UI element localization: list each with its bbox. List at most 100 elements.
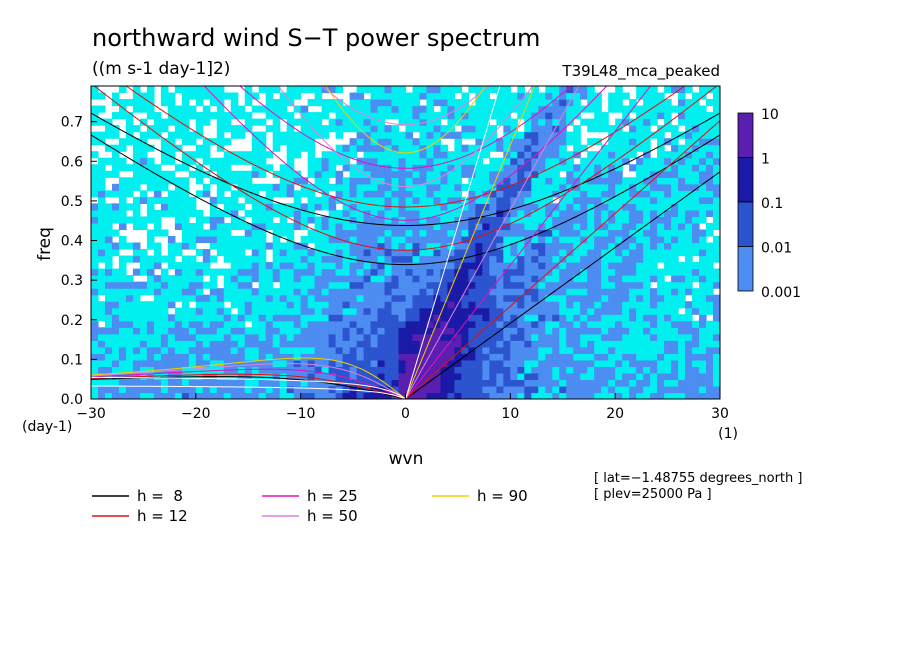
heatmap-cell <box>629 320 637 328</box>
heatmap-cell <box>272 99 281 107</box>
heatmap-cell <box>678 144 686 152</box>
heatmap-cell <box>699 86 707 94</box>
heatmap-cell <box>328 314 337 322</box>
heatmap-cell <box>503 92 511 100</box>
heatmap-cell <box>293 138 302 146</box>
heatmap-cell <box>104 262 113 270</box>
dispersion-h90-rossby <box>91 357 406 399</box>
heatmap-cell <box>230 196 239 204</box>
heatmap-cell <box>237 157 246 165</box>
heatmap-cell <box>349 372 358 381</box>
heatmap-cell <box>482 327 490 335</box>
heatmap-cell <box>293 190 302 198</box>
heatmap-cell <box>377 288 386 296</box>
heatmap-cell <box>244 366 253 374</box>
heatmap-cell <box>615 385 623 394</box>
heatmap-cell <box>524 190 532 198</box>
heatmap-cell <box>181 125 190 133</box>
heatmap-cell <box>314 216 323 224</box>
heatmap-cell <box>657 164 665 172</box>
heatmap-cell <box>475 379 483 387</box>
heatmap-cell <box>216 170 225 178</box>
heatmap-cell <box>552 112 560 120</box>
heatmap-cell <box>650 392 658 399</box>
heatmap-cell <box>622 151 630 159</box>
heatmap-cell <box>713 216 720 224</box>
heatmap-cell <box>517 138 525 146</box>
heatmap-cell <box>244 275 253 283</box>
heatmap-cell <box>314 203 323 211</box>
heatmap-cell <box>503 138 511 146</box>
heatmap-cell <box>321 203 330 211</box>
heatmap-cell <box>706 118 714 126</box>
heatmap-cell <box>643 327 651 335</box>
heatmap-cell <box>685 314 693 322</box>
heatmap-cell <box>482 203 490 211</box>
heatmap-cell <box>174 307 183 315</box>
heatmap-cell <box>230 301 239 309</box>
heatmap-cell <box>405 125 414 133</box>
heatmap-cell <box>265 164 274 172</box>
heatmap-cell <box>419 320 428 328</box>
heatmap-cell <box>566 372 574 381</box>
heatmap-cell <box>699 366 707 374</box>
heatmap-cell <box>370 229 379 237</box>
heatmap-cell <box>111 294 120 302</box>
heatmap-cell <box>307 288 316 296</box>
heatmap-cell <box>258 86 267 94</box>
heatmap-cell <box>601 255 609 263</box>
x-tick-label: −10 <box>286 406 316 422</box>
heatmap-cell <box>545 385 553 394</box>
heatmap-cell <box>286 314 295 322</box>
heatmap-cell <box>615 196 623 204</box>
heatmap-cell <box>160 372 169 381</box>
heatmap-cell <box>454 359 463 367</box>
heatmap-cell <box>671 281 679 289</box>
heatmap-cell <box>433 157 442 165</box>
heatmap-cell <box>307 112 316 120</box>
heatmap-cell <box>503 379 511 387</box>
heatmap-cell <box>461 118 469 126</box>
heatmap-cell <box>342 144 351 152</box>
heatmap-cell <box>356 118 365 126</box>
heatmap-cell <box>545 105 553 113</box>
heatmap-cell <box>139 131 148 139</box>
heatmap-cell <box>419 222 428 231</box>
heatmap-cell <box>440 327 449 335</box>
heatmap-cell <box>524 222 532 231</box>
heatmap-cell <box>209 301 218 309</box>
heatmap-cell <box>195 209 204 218</box>
heatmap-cell <box>272 144 281 152</box>
heatmap-cell <box>244 86 253 94</box>
heatmap-cell <box>405 333 414 341</box>
heatmap-cell <box>384 177 393 185</box>
heatmap-cell <box>517 275 525 283</box>
heatmap-cell <box>587 353 595 361</box>
heatmap-cell <box>412 209 421 218</box>
heatmap-cell <box>510 281 518 289</box>
legend-label: h = 12 <box>137 507 188 525</box>
heatmap-cell <box>405 249 414 257</box>
heatmap-cell <box>412 327 421 335</box>
heatmap-cell <box>139 379 148 387</box>
heatmap-cell <box>643 288 651 296</box>
heatmap-cell <box>643 196 651 204</box>
heatmap-cell <box>573 340 581 348</box>
heatmap-cell <box>580 359 588 367</box>
heatmap-cell <box>622 281 630 289</box>
heatmap-cell <box>545 353 553 361</box>
heatmap-cell <box>622 118 630 126</box>
heatmap-cell <box>188 255 197 263</box>
heatmap-cell <box>489 112 497 120</box>
heatmap-cell <box>265 222 274 231</box>
heatmap-cell <box>559 216 567 224</box>
heatmap-cell <box>244 196 253 204</box>
heatmap-cell <box>132 99 141 107</box>
heatmap-cell <box>671 157 679 165</box>
heatmap-cell <box>125 164 134 172</box>
heatmap-cell <box>391 177 400 185</box>
heatmap-cell <box>363 131 372 139</box>
heatmap-cell <box>545 183 553 191</box>
heatmap-cell <box>594 242 602 250</box>
heatmap-cell <box>244 359 253 367</box>
